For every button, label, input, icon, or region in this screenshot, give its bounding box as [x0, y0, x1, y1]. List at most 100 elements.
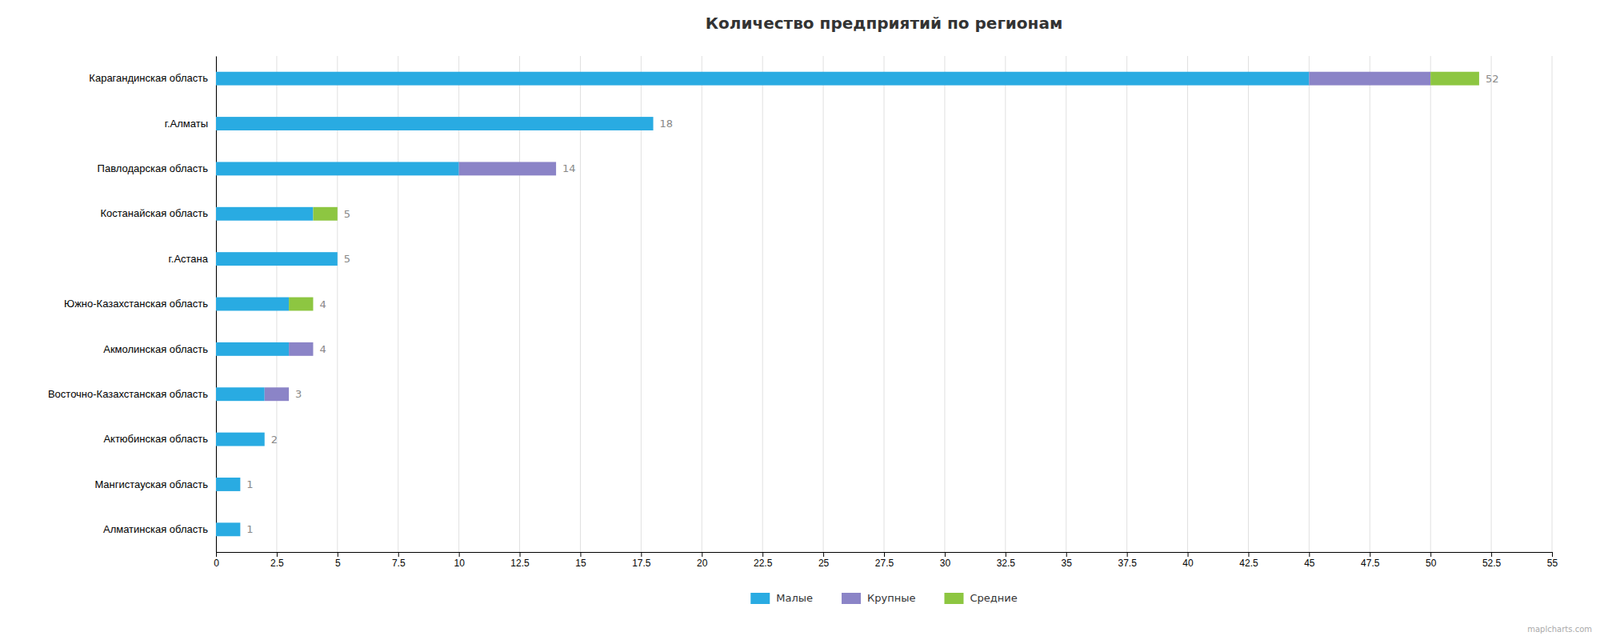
y-tick: Актюбинская область: [103, 432, 216, 445]
bar: [652, 116, 654, 131]
bar: [556, 161, 557, 176]
y-axis: Карагандинская областьг.АлматыПавлодарск…: [48, 56, 217, 553]
x-tick-mark: [1491, 552, 1492, 557]
title: Количество предприятий по регионам: [705, 13, 1064, 33]
series: [264, 72, 1431, 401]
y-tick: Костанайская область: [100, 207, 216, 220]
legend-label: Малые: [776, 592, 813, 604]
x-tick-label: 30: [940, 557, 952, 569]
plot: 02.557.51012.51517.52022.52527.53032.535…: [48, 56, 1559, 569]
total-label: 14: [562, 162, 576, 175]
x-tick-mark: [580, 552, 581, 557]
bar: [1430, 72, 1480, 86]
x-tick: 42.5: [1239, 552, 1259, 569]
x-tick-label: 20: [696, 557, 708, 569]
y-tick-label: Костанайская область: [100, 207, 208, 220]
y-tick-label: г.Алматы: [164, 117, 208, 130]
total-label: 4: [319, 298, 326, 311]
x-tick-label: 45: [1304, 557, 1316, 569]
total-label: 4: [319, 343, 326, 356]
x-tick-mark: [1430, 552, 1432, 557]
y-tick-label: Южно-Казахстанская область: [64, 297, 208, 310]
bar: [264, 432, 265, 447]
grid-line: [1126, 56, 1128, 552]
x-tick: 45: [1304, 552, 1316, 569]
x-tick-label: 12.5: [510, 557, 530, 569]
bar: [459, 161, 556, 176]
x-tick-label: 32.5: [996, 557, 1016, 569]
bar: [216, 477, 240, 492]
bar: [288, 297, 313, 312]
x-tick-mark: [1248, 552, 1249, 557]
bar: [312, 207, 337, 221]
y-tick-label: Мангистауская область: [94, 478, 208, 491]
bar: [216, 522, 240, 536]
x-tick: 55: [1547, 552, 1559, 569]
bars: [216, 72, 1480, 537]
y-tick-label: Актюбинская область: [103, 432, 208, 445]
grid-line: [1430, 56, 1432, 552]
chart: 02.557.51012.51517.52022.52527.53032.535…: [0, 0, 1600, 640]
x-tick: 17.5: [632, 552, 652, 569]
grid-line: [884, 56, 885, 552]
bar: [336, 252, 338, 266]
y-tick-label: Акмолинская область: [103, 343, 208, 356]
legend: МалыеКрупныеСредние: [750, 592, 1017, 604]
grid-line: [1308, 56, 1310, 552]
legend-swatch: [944, 592, 964, 604]
bar: [1308, 72, 1431, 86]
series: [216, 72, 1309, 537]
x-tick: 52.5: [1482, 552, 1502, 569]
bar: [264, 387, 289, 401]
x-tick-mark: [640, 552, 642, 557]
x-tick-mark: [216, 552, 217, 557]
grid-line: [1491, 56, 1492, 552]
bar: [312, 342, 314, 356]
grid-line: [1187, 56, 1188, 552]
x-tick: 2.5: [270, 552, 284, 569]
x-axis-line: [216, 552, 1553, 558]
x-tick: 20: [696, 552, 708, 569]
x-tick: 15: [575, 552, 587, 569]
y-tick-label: Алматинская область: [103, 523, 208, 536]
x-tick: 47.5: [1360, 552, 1380, 569]
bar: [288, 387, 290, 401]
y-tick: Алматинская область: [103, 523, 216, 536]
x-tick-label: 15: [575, 557, 587, 569]
bar: [216, 116, 654, 131]
x-tick-label: 27.5: [875, 557, 895, 569]
x-tick: 27.5: [875, 552, 895, 569]
x-tick-mark: [1552, 552, 1553, 557]
bar: [652, 116, 654, 131]
x-tick-mark: [459, 552, 460, 557]
y-tick-label: Восточно-Казахстанская область: [48, 388, 208, 400]
bar: [240, 522, 241, 536]
total-label: 2: [271, 433, 278, 446]
x-tick: 5: [335, 552, 341, 569]
bar: [240, 522, 241, 536]
x-tick: 22.5: [753, 552, 773, 569]
y-tick: Южно-Казахстанская область: [64, 297, 216, 310]
y-tick: г.Алматы: [164, 117, 216, 130]
x-axis: 02.557.51012.51517.52022.52527.53032.535…: [213, 552, 1558, 569]
grid-line: [1248, 56, 1249, 552]
bar: [336, 252, 338, 266]
bar: [216, 297, 289, 312]
y-tick: Мангистауская область: [94, 478, 216, 491]
total-label: 3: [295, 388, 302, 400]
bar: [216, 387, 265, 401]
x-tick-label: 52.5: [1482, 557, 1502, 569]
total-label: 18: [660, 117, 674, 130]
x-tick-mark: [884, 552, 885, 557]
grid-line: [1369, 56, 1371, 552]
x-tick-mark: [1005, 552, 1007, 557]
bar: [240, 477, 241, 492]
x-tick-mark: [701, 552, 703, 557]
x-tick-label: 5: [335, 557, 341, 569]
bar: [264, 432, 265, 447]
y-tick-label: Павлодарская область: [97, 162, 209, 175]
x-tick-mark: [944, 552, 946, 557]
total-labels: 52181455443211: [246, 72, 1499, 536]
x-tick-label: 37.5: [1117, 557, 1137, 569]
x-tick-mark: [337, 552, 339, 557]
